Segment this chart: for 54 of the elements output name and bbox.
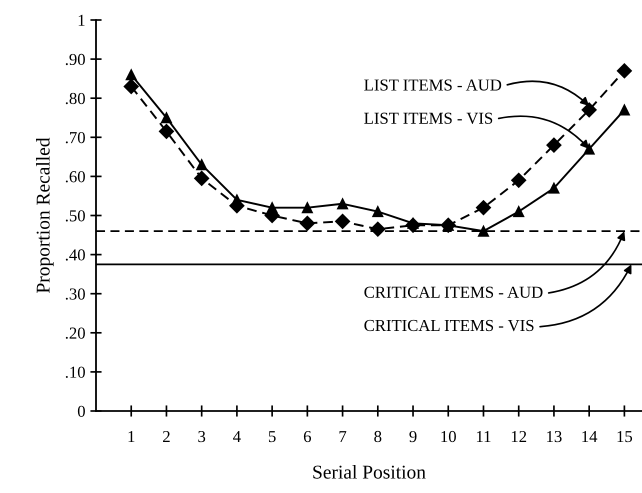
x-tick-label: 12 xyxy=(512,430,526,442)
y-tick-label: .80 xyxy=(66,92,85,104)
point xyxy=(158,124,174,140)
point xyxy=(372,206,384,218)
x-axis-title: Serial Position xyxy=(313,465,426,479)
x-tick-label: 8 xyxy=(374,430,382,442)
x-tick-label: 13 xyxy=(547,430,562,442)
point xyxy=(476,200,492,216)
y-tick-label: .20 xyxy=(66,328,85,339)
y-tick-label: .60 xyxy=(66,171,85,182)
point xyxy=(302,202,313,214)
y-tick-label: .70 xyxy=(66,132,85,144)
point xyxy=(513,206,524,218)
y-tick-label: .90 xyxy=(66,54,85,66)
annotation: LIST ITEMS - AUD xyxy=(364,79,502,91)
x-tick-label: 1 xyxy=(128,431,134,442)
y-tick-label: .50 xyxy=(66,210,85,222)
annotation: CRITICAL ITEMS - AUD xyxy=(364,286,543,298)
x-tick-label: 14 xyxy=(582,431,598,442)
x-tick-label: 10 xyxy=(441,430,456,442)
x-tick-label: 6 xyxy=(304,430,312,442)
point xyxy=(405,218,421,233)
point xyxy=(584,143,595,155)
point xyxy=(548,182,560,194)
point xyxy=(616,63,632,78)
y-tick-label: .40 xyxy=(66,249,85,261)
x-tick-label: 5 xyxy=(268,431,276,442)
point xyxy=(300,216,315,231)
point xyxy=(337,198,348,210)
x-tick-label: 3 xyxy=(198,430,206,442)
point xyxy=(478,226,490,237)
x-tick-label: 9 xyxy=(409,430,417,442)
x-tick-label: 15 xyxy=(618,431,632,442)
x-tick-label: 2 xyxy=(163,430,170,442)
x-tick-label: 4 xyxy=(233,431,241,442)
point xyxy=(196,159,208,170)
point xyxy=(582,102,597,118)
point xyxy=(511,172,526,188)
x-tick-label: 7 xyxy=(340,431,346,442)
y-tick-label: .30 xyxy=(66,288,85,300)
y-tick-label: 1 xyxy=(78,14,85,26)
point xyxy=(160,112,172,124)
x-tick-label: 11 xyxy=(476,431,491,442)
point xyxy=(335,214,350,229)
point xyxy=(194,170,210,186)
y-tick-label: 0 xyxy=(78,406,85,417)
y-tick-label: .10 xyxy=(66,366,85,378)
y-axis-title: Proportion Recalled xyxy=(36,138,54,293)
point xyxy=(618,104,630,116)
point xyxy=(124,78,139,94)
point xyxy=(126,69,137,80)
point xyxy=(546,138,562,153)
annotation: LIST ITEMS - VIS xyxy=(364,112,492,124)
annotation: CRITICAL ITEMS - VIS xyxy=(364,320,534,332)
